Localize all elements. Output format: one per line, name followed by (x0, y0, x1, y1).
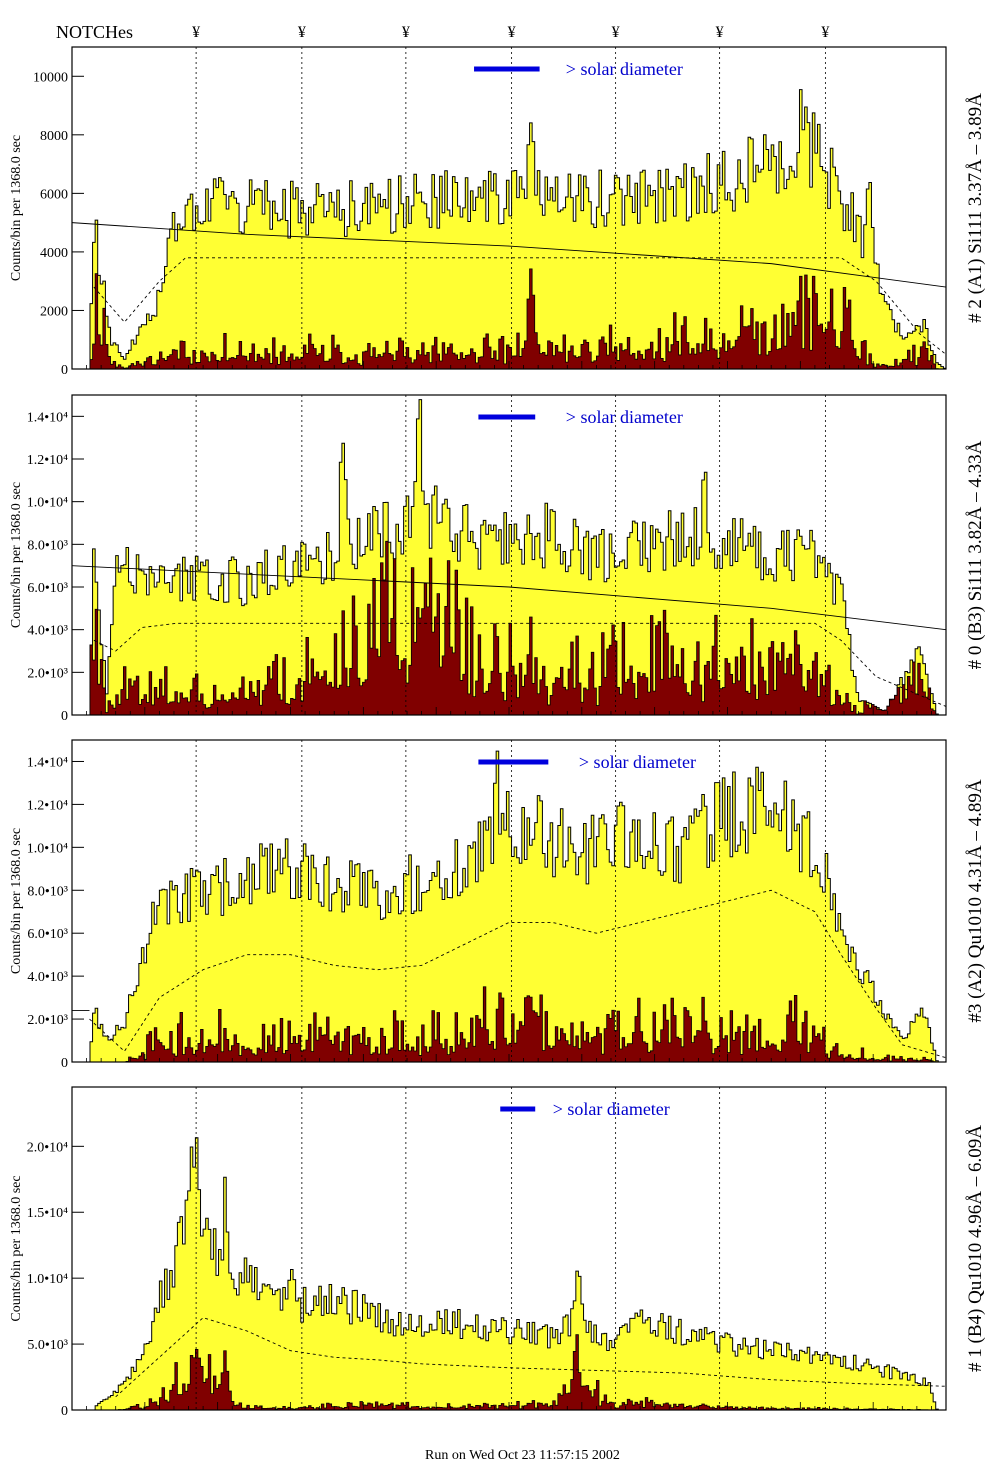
y-tick-label: 0 (61, 363, 68, 378)
y-tick-label: 5.0•10³ (27, 1338, 68, 1353)
y-tick-label: 8.0•10³ (27, 884, 68, 899)
panel-2: 0 2.0•10³ 4.0•10³ 6.0•10³ 8.0•10³ 1.0•10⁴ 1.2•… (9, 394, 986, 724)
panels-group: 0 2000 4000 6000 8000 10000 Counts/bin per 136… (9, 46, 986, 1419)
y-tick-label: 2.0•10³ (27, 666, 68, 681)
subset-counts-outline (72, 540, 946, 716)
dashed-reference-curve (93, 622, 947, 707)
total-counts-histogram (72, 89, 946, 369)
y-tick-label: 4.0•10³ (27, 970, 68, 985)
subset-counts-outline (72, 268, 946, 370)
legend-text: > solar diameter (553, 1099, 670, 1119)
notch-marker-7: ¥ (821, 24, 829, 41)
panel-4: 0 5.0•10³ 1.0•10⁴ 1.5•10⁴ 2.0•10⁴ Counts/bin … (9, 1086, 986, 1419)
panel-3: 0 2.0•10³ 4.0•10³ 6.0•10³ 8.0•10³ 1.0•10⁴ 1.2•… (9, 739, 986, 1071)
y-tick-label: 1.4•10⁴ (27, 755, 68, 770)
total-counts-outline (72, 1137, 946, 1411)
y-tick-label: 6.0•10³ (27, 927, 68, 942)
y-tick-label: 1.0•10⁴ (27, 841, 68, 856)
total-counts-histogram (72, 1137, 946, 1410)
dashed-reference-curve (89, 889, 947, 1059)
detector-label: # 1 (B4) Qu1010 4.96Å – 6.09Å (965, 1125, 986, 1372)
detector-label: #3 (A2) Qu1010 4.31Å – 4.89Å (965, 779, 986, 1023)
subset-counts-outline (72, 986, 946, 1063)
detector-label: # 2 (A1) Si111 3.37Å – 3.89Å (965, 93, 986, 323)
y-tick-label: 4.0•10³ (27, 624, 68, 639)
panel-1: 0 2000 4000 6000 8000 10000 Counts/bin per 136… (9, 46, 986, 378)
notch-marker-6: ¥ (716, 24, 724, 41)
y-axis-label: Counts/bin per 1368.0 sec (9, 1175, 24, 1321)
y-tick-label: 6000 (40, 187, 68, 202)
solid-reference-curve (71, 565, 947, 631)
dashed-reference-curve (115, 1317, 947, 1398)
notches-title: NOTCHes (56, 22, 133, 42)
y-tick-label: 6.0•10³ (27, 581, 68, 596)
y-tick-label: 1.5•10⁴ (27, 1206, 68, 1221)
y-tick-label: 2.0•10³ (27, 1013, 68, 1028)
total-counts-outline (72, 399, 946, 716)
y-tick-label: 10000 (33, 70, 68, 85)
subset-counts-outline (72, 1334, 946, 1411)
y-tick-label: 0 (61, 709, 68, 724)
y-axis-label: Counts/bin per 1368.0 sec (9, 828, 24, 974)
notch-marker-4: ¥ (508, 24, 516, 41)
notch-marker-1: ¥ (192, 24, 200, 41)
legend-text: > solar diameter (566, 59, 683, 79)
y-tick-label: 2.0•10⁴ (27, 1140, 68, 1155)
total-counts-outline (72, 89, 946, 370)
y-tick-label: 1.2•10⁴ (27, 453, 68, 468)
notch-markers: ¥ ¥ ¥ ¥ ¥ ¥ ¥ (192, 24, 829, 41)
y-tick-label: 0 (61, 1056, 68, 1071)
y-tick-label: 2000 (40, 304, 68, 319)
y-tick-label: 1.0•10⁴ (27, 496, 68, 511)
y-tick-label: 4000 (40, 246, 68, 261)
notch-marker-5: ¥ (612, 24, 620, 41)
legend-text: > solar diameter (579, 752, 696, 772)
y-tick-label: 8000 (40, 129, 68, 144)
dashed-reference-curve (93, 257, 947, 355)
detector-label: # 0 (B3) Si111 3.82Å – 4.33Å (965, 440, 986, 669)
y-axis-label: Counts/bin per 1368.0 sec (9, 482, 24, 628)
solid-reference-curve (71, 222, 947, 288)
run-timestamp-footer: Run on Wed Oct 23 11:57:15 2002 (425, 1448, 620, 1463)
y-tick-label: 0 (61, 1404, 68, 1419)
y-tick-label: 1.2•10⁴ (27, 798, 68, 813)
y-tick-label: 8.0•10³ (27, 538, 68, 553)
y-axis-label: Counts/bin per 1368.0 sec (9, 135, 24, 281)
notch-marker-2: ¥ (298, 24, 306, 41)
notch-marker-3: ¥ (402, 24, 410, 41)
legend-text: > solar diameter (566, 407, 683, 427)
y-tick-label: 1.0•10⁴ (27, 1272, 68, 1287)
y-tick-label: 1.4•10⁴ (27, 410, 68, 425)
